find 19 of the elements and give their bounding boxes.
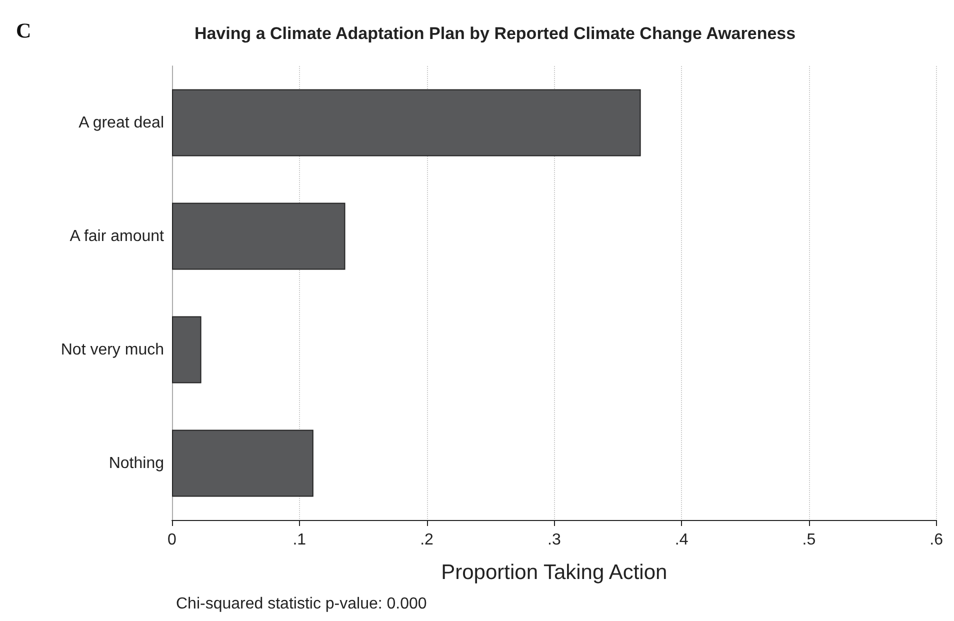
y-tick-label: Not very much	[60, 341, 164, 358]
bar	[172, 202, 346, 270]
text: Chi-squared statistic p-value: 0.000	[176, 596, 427, 612]
x-tick-label: .2	[420, 532, 434, 548]
y-tick-label: A fair amount	[70, 228, 165, 245]
x-tick-label: .6	[930, 532, 944, 548]
x-axis-title: Proportion Taking Action	[441, 561, 668, 584]
x-tick-label: 0	[168, 532, 177, 548]
y-tick-label: Nothing	[108, 454, 164, 472]
x-tick-label: .1	[292, 532, 306, 548]
chart-title: Having a Climate Adaptation Plan by Reported Climate Change Awareness	[194, 24, 796, 43]
y-tick-label: A great deal	[78, 114, 164, 132]
bar	[172, 316, 202, 384]
bar	[172, 430, 314, 497]
x-tick-label: .3	[547, 532, 561, 548]
x-tick-label: .4	[674, 532, 688, 548]
bar	[172, 89, 641, 156]
x-tick-label: .5	[802, 532, 816, 548]
text: C	[16, 18, 32, 42]
